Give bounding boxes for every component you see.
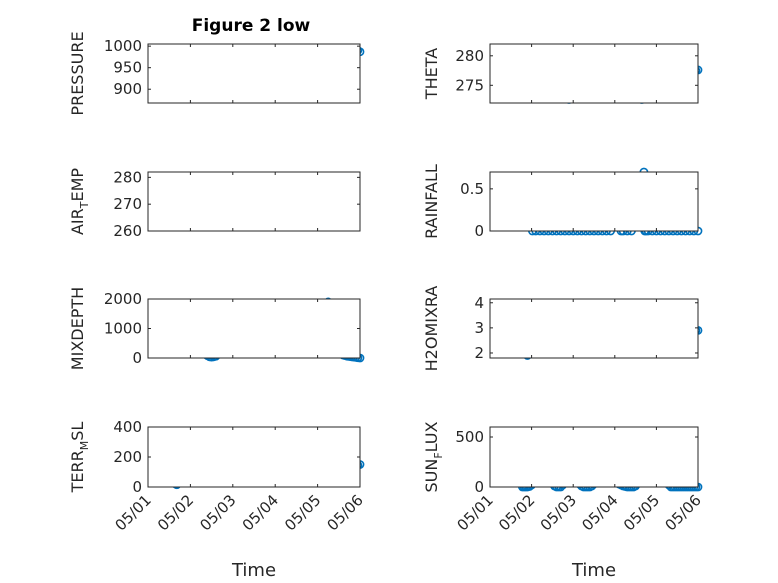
y-axis-label-suffix: LUX (422, 421, 441, 452)
x-tick-label: 05/05 (620, 491, 663, 534)
x-axis-label: Time (231, 560, 276, 581)
x-tick-label: 05/06 (662, 491, 705, 534)
panel-pressure: 900 950 1000 PRESSURE (68, 31, 365, 116)
y-axis-label: AIRTEMP (68, 168, 91, 235)
y-tick-label: 260 (113, 222, 142, 240)
y-axis-label-subscript: M (78, 441, 91, 451)
axes-frame (147, 43, 361, 104)
panel-airtemp: 260 270 280 AIRTEMP (68, 168, 361, 240)
y-tick-label: 900 (113, 80, 142, 98)
y-tick-label: 4 (474, 294, 484, 312)
axes-frame (489, 426, 699, 488)
y-axis-label: H2OMIXRA (422, 286, 441, 372)
y-tick-label: 3 (474, 319, 484, 337)
y-tick-label: 0 (132, 349, 142, 367)
axes-frame (489, 43, 699, 104)
y-axis-label-subscript: F (432, 452, 445, 458)
x-tick-label: 05/01 (454, 491, 497, 534)
y-axis-label-main: SUN (422, 459, 441, 493)
y-tick-label: 1000 (104, 37, 142, 55)
y-tick-label: 2 (474, 344, 484, 362)
y-tick-label: 0.5 (460, 180, 484, 198)
x-tick-label: 05/02 (495, 491, 538, 534)
y-tick-label: 950 (113, 59, 142, 77)
y-axis-label-main: TERR (68, 450, 87, 493)
y-tick-label: 200 (113, 448, 142, 466)
y-axis-label: SUNFLUX (422, 421, 445, 492)
y-tick-label: 280 (455, 47, 484, 65)
axes-frame (147, 426, 361, 488)
y-tick-label: 280 (113, 168, 142, 186)
x-tick-label: 05/04 (239, 491, 282, 534)
y-tick-label: 2000 (104, 290, 142, 308)
panel-rainfall: 0 0.5 RAINFALL (422, 164, 703, 240)
y-axis-label: TERRMSL (68, 422, 91, 494)
y-tick-label: 0 (474, 222, 484, 240)
x-tick-label: 05/03 (537, 491, 580, 534)
axes-frame (147, 298, 361, 359)
y-axis-label-suffix: SL (68, 422, 87, 441)
figure-title: Figure 2 low (192, 16, 311, 36)
x-tick-label: 05/05 (281, 491, 324, 534)
x-tick-label: 05/02 (154, 491, 197, 534)
x-tick-label: 05/06 (324, 491, 367, 534)
panel-h2omixra: 2 3 4 H2OMIXRA (422, 286, 703, 372)
y-tick-label: 0 (132, 478, 142, 496)
y-tick-label: 275 (455, 76, 484, 94)
x-axis-label: Time (571, 560, 616, 581)
axes-frame (147, 171, 361, 232)
y-tick-label: 400 (113, 418, 142, 436)
y-axis-label: THETA (422, 48, 441, 100)
x-tick-label: 05/01 (112, 491, 155, 534)
panel-mixdepth: 0 1000 2000 MIXDEPTH (68, 287, 365, 370)
y-tick-label: 1000 (104, 320, 142, 338)
y-axis-label: RAINFALL (422, 164, 441, 239)
y-tick-label: 500 (455, 428, 484, 446)
panel-terrmsl: 0 200 400 05/01 05/02 05/03 05/04 05/05 05/06 Tim… (68, 418, 367, 581)
y-axis-label: PRESSURE (68, 31, 87, 115)
x-tick-label: 05/03 (196, 491, 239, 534)
y-axis-label-suffix: EMP (68, 168, 87, 202)
y-axis-label-main: AIR (68, 208, 87, 235)
panel-theta: 275 280 THETA (422, 43, 703, 104)
y-axis-label: MIXDEPTH (68, 287, 87, 370)
axes-frame (489, 171, 699, 232)
panels: 900 950 1000 PRESSURE 275 280 THETA 260 270 280 AI… (68, 31, 705, 581)
y-axis-label-subscript: T (78, 201, 91, 209)
y-tick-label: 0 (474, 478, 484, 496)
y-tick-label: 270 (113, 195, 142, 213)
axes-frame (489, 298, 699, 359)
x-tick-label: 05/04 (578, 491, 621, 534)
